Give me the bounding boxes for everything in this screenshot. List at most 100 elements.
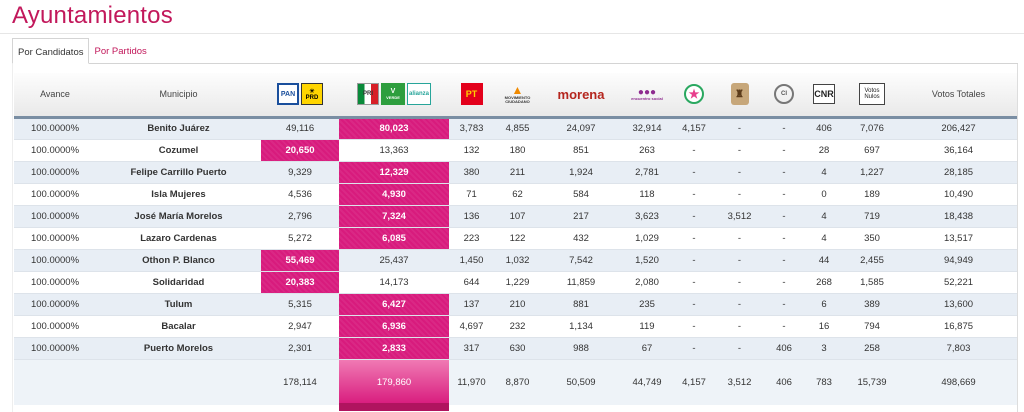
cell-avance: 100.0000% <box>14 117 96 140</box>
table-row: 100.0000% Isla Mujeres 4,536 4,930 71 62 584 11… <box>14 183 1017 206</box>
table-row: 100.0000% Felipe Carrillo Puerto 9,329 12,3… <box>14 161 1017 184</box>
cell-pri-verde-na: 14,173 <box>339 271 449 294</box>
cell-cnr: 4 <box>804 161 844 184</box>
cell-col6: 3,512 <box>715 205 764 228</box>
total-morena: 50,509 <box>541 358 621 405</box>
cell-col7: - <box>764 183 804 206</box>
cell-total: 94,949 <box>900 249 1017 272</box>
cell-col5: - <box>673 183 715 206</box>
header-pt: PT <box>449 73 494 119</box>
cell-avance: 100.0000% <box>14 271 96 294</box>
cell-pan-prd: 2,796 <box>261 205 339 228</box>
cell-pan-prd: 20,650 <box>261 139 339 162</box>
cell-col5: - <box>673 271 715 294</box>
cell-cnr: 44 <box>804 249 844 272</box>
cell-avance: 100.0000% <box>14 315 96 338</box>
cell-col7: - <box>764 315 804 338</box>
table-row: 100.0000% Puerto Morelos 2,301 2,833 317 630 9… <box>14 337 1017 360</box>
cell-nulos: 189 <box>844 183 900 206</box>
cell-pt: 380 <box>449 161 494 184</box>
cell-encuentro: 67 <box>621 337 673 360</box>
cell-total: 18,438 <box>900 205 1017 228</box>
total-cnr: 783 <box>804 358 844 405</box>
cell-mc: 210 <box>494 293 541 316</box>
table-row: 100.0000% Cozumel 20,650 13,363 132 180 851 263… <box>14 139 1017 162</box>
cell-cnr: 4 <box>804 205 844 228</box>
cell-avance: 100.0000% <box>14 227 96 250</box>
cell-pt: 223 <box>449 227 494 250</box>
header-cnr: CNR <box>804 73 844 119</box>
cell-encuentro: 119 <box>621 315 673 338</box>
cell-pri-verde-na: 2,833 <box>339 337 449 360</box>
cell-mc: 1,229 <box>494 271 541 294</box>
cell-col5: - <box>673 315 715 338</box>
cell-total: 13,517 <box>900 227 1017 250</box>
cell-encuentro: 118 <box>621 183 673 206</box>
cell-pt: 1,450 <box>449 249 494 272</box>
cell-pri-verde-na: 80,023 <box>339 117 449 140</box>
cell-avance: 100.0000% <box>14 205 96 228</box>
cell-col7: 406 <box>764 337 804 360</box>
cell-mc: 180 <box>494 139 541 162</box>
cell-total: 7,803 <box>900 337 1017 360</box>
cell-col7: - <box>764 227 804 250</box>
independent-star-logo-icon: ★ <box>684 84 704 105</box>
cell-mc: 122 <box>494 227 541 250</box>
cell-municipio: Solidaridad <box>96 271 261 294</box>
cell-pan-prd: 20,383 <box>261 271 339 294</box>
cell-cnr: 16 <box>804 315 844 338</box>
cell-pt: 644 <box>449 271 494 294</box>
cell-pan-prd: 9,329 <box>261 161 339 184</box>
cell-total: 36,164 <box>900 139 1017 162</box>
cell-pan-prd: 2,947 <box>261 315 339 338</box>
cell-nulos: 2,455 <box>844 249 900 272</box>
cell-mc: 232 <box>494 315 541 338</box>
cell-col7: - <box>764 117 804 140</box>
cell-pan-prd: 2,301 <box>261 337 339 360</box>
cell-encuentro: 2,781 <box>621 161 673 184</box>
cell-municipio: Puerto Morelos <box>96 337 261 360</box>
cell-col7: - <box>764 249 804 272</box>
tab-por-partidos[interactable]: Por Partidos <box>94 46 147 57</box>
cell-avance: 100.0000% <box>14 161 96 184</box>
view-tabs: Por Candidatos Por Partidos <box>12 38 152 64</box>
cell-col7: - <box>764 161 804 184</box>
cell-col5: - <box>673 161 715 184</box>
tab-por-candidatos[interactable]: Por Candidatos <box>12 38 90 64</box>
cell-morena: 1,134 <box>541 315 621 338</box>
total-encuentro: 44,749 <box>621 358 673 405</box>
morena-logo-icon: morena <box>557 86 605 102</box>
total-nulos: 15,739 <box>844 358 900 405</box>
cell-pt: 137 <box>449 293 494 316</box>
cell-municipio: José María Morelos <box>96 205 261 228</box>
totals-blank <box>14 358 96 405</box>
cell-col5: 4,157 <box>673 117 715 140</box>
totals-blank <box>96 358 261 405</box>
cell-morena: 881 <box>541 293 621 316</box>
cell-pri-verde-na: 12,329 <box>339 161 449 184</box>
cell-pt: 317 <box>449 337 494 360</box>
cell-nulos: 794 <box>844 315 900 338</box>
cell-encuentro: 1,520 <box>621 249 673 272</box>
cell-col5: - <box>673 205 715 228</box>
cell-col6: - <box>715 117 764 140</box>
cell-nulos: 1,585 <box>844 271 900 294</box>
total-col6: 3,512 <box>715 358 764 405</box>
table-row: 100.0000% Lazaro Cardenas 5,272 6,085 223 122… <box>14 227 1017 250</box>
cell-col7: - <box>764 271 804 294</box>
cell-pri-verde-na: 6,427 <box>339 293 449 316</box>
results-panel <box>12 64 1018 412</box>
results-table: Avance Municipio PAN ☀ PRD PRI V VERDE ali… <box>14 73 1017 411</box>
header-municipio: Municipio <box>96 73 261 119</box>
cell-col5: - <box>673 337 715 360</box>
cell-total: 206,427 <box>900 117 1017 140</box>
cell-nulos: 350 <box>844 227 900 250</box>
cell-nulos: 7,076 <box>844 117 900 140</box>
cell-col5: - <box>673 249 715 272</box>
header-morena: morena <box>541 73 621 119</box>
title-divider <box>0 33 1024 34</box>
cell-nulos: 719 <box>844 205 900 228</box>
cell-municipio: Bacalar <box>96 315 261 338</box>
header-col6: ♜ <box>715 73 764 119</box>
cell-morena: 217 <box>541 205 621 228</box>
